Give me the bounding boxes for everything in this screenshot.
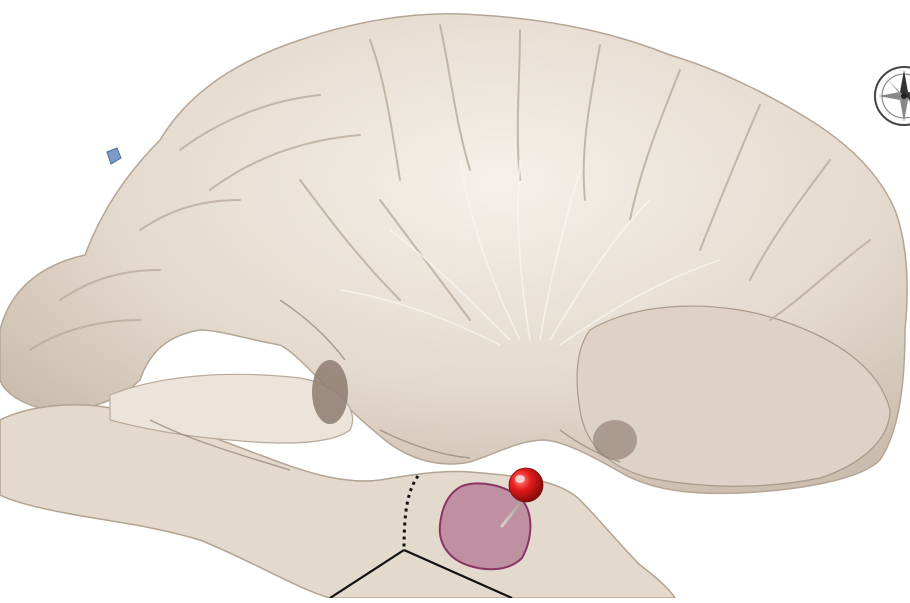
gyri-texture: [29, 24, 871, 351]
cerebellum-tissue: [576, 305, 891, 487]
temporal-lobe: [109, 373, 354, 444]
dotted-boundary-line: [402, 475, 420, 551]
choroid-plexus-patch: [312, 360, 348, 424]
annotation-leader: [329, 475, 513, 600]
compass-rose-icon[interactable]: [872, 64, 910, 128]
pineal-patch: [593, 420, 637, 460]
map-pin-icon[interactable]: [500, 467, 544, 528]
white-matter-fibers: [339, 159, 721, 346]
specimen-tag: [106, 147, 122, 165]
leader-line-left: [329, 549, 405, 599]
leader-line-right: [403, 548, 513, 600]
